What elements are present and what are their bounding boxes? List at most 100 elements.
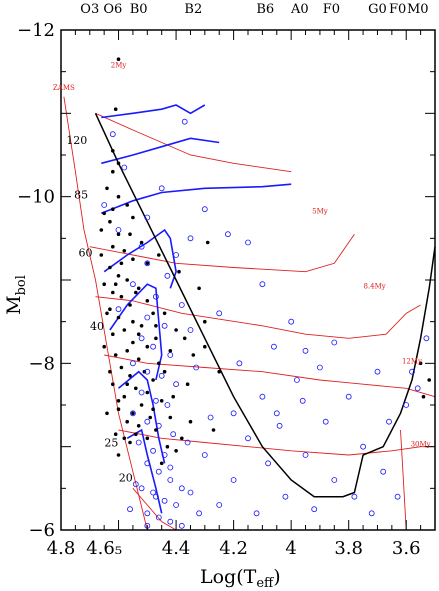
filled-star-point — [154, 336, 158, 341]
open-star-point — [129, 410, 136, 417]
open-star-point — [302, 452, 309, 458]
filled-star-point — [113, 353, 118, 357]
filled-star-point — [145, 299, 150, 303]
filled-star-point — [159, 399, 164, 403]
open-star-point — [127, 506, 133, 513]
filled-star-point — [139, 403, 144, 407]
filled-star-point — [205, 240, 210, 245]
filled-star-point — [116, 274, 121, 278]
blue-track-1 — [101, 137, 220, 165]
spectral-type-label: A0 — [290, 2, 309, 17]
x-axis-title-main: Log(T — [200, 566, 257, 588]
filled-star-point — [162, 311, 167, 316]
filled-star-point — [128, 232, 132, 236]
filled-star-point — [122, 394, 127, 399]
open-star-point — [144, 418, 151, 425]
open-star-point — [144, 510, 151, 517]
mass-label: 85 — [74, 188, 88, 201]
filled-star-point — [125, 278, 129, 282]
red-track-4 — [104, 354, 436, 398]
mass-labels: 120 85 60 40 25 20 — [66, 134, 132, 484]
filled-star-point — [99, 228, 104, 232]
open-star-point — [187, 235, 194, 242]
filled-star-point — [131, 215, 135, 220]
open-star-point — [155, 468, 162, 475]
filled-star-point — [108, 265, 112, 270]
open-star-point — [158, 372, 165, 379]
filled-star-point — [191, 353, 196, 357]
filled-star-point — [113, 282, 118, 287]
open-star-point — [311, 506, 318, 513]
filled-star-point — [116, 407, 121, 412]
filled-star-point — [145, 390, 150, 395]
age-label: ZAMS — [53, 84, 75, 92]
filled-star-point — [168, 349, 173, 353]
open-star-point — [187, 327, 194, 333]
open-star-point — [164, 402, 171, 408]
filled-star-point — [128, 440, 132, 445]
open-star-point — [368, 510, 375, 517]
open-star-point — [150, 489, 157, 496]
open-star-point — [173, 381, 180, 388]
blue-track-3 — [103, 228, 177, 289]
open-star-point — [187, 489, 194, 496]
filled-star-point — [136, 424, 141, 428]
filled-star-point — [102, 344, 106, 349]
age-label: 12My — [402, 357, 422, 365]
filled-star-point — [203, 344, 207, 349]
filled-star-point — [180, 436, 184, 441]
open-star-point — [423, 335, 430, 342]
blue-evolutionary-tracks — [101, 104, 292, 514]
filled-star-point — [145, 261, 150, 266]
open-star-point — [374, 368, 381, 375]
filled-star-point — [116, 315, 121, 320]
spectral-type-label: O6 — [103, 2, 122, 17]
filled-star-point — [116, 194, 121, 199]
filled-star-point — [108, 219, 112, 224]
open-star-point — [282, 493, 289, 500]
filled-star-point — [125, 349, 129, 353]
red-track-7 — [400, 429, 407, 531]
open-star-point — [144, 368, 151, 375]
mass-label: 25 — [104, 437, 118, 450]
mass-label: 60 — [78, 247, 92, 260]
open-star-point — [129, 360, 136, 367]
x-axis-title-close: ) — [273, 566, 280, 588]
y-tick-label: −12 — [17, 20, 55, 41]
y-tick-label: −6 — [28, 520, 55, 541]
filled-star-point — [145, 344, 150, 349]
filled-star-point — [116, 453, 121, 457]
open-star-point — [230, 477, 237, 483]
filled-star-point — [119, 294, 124, 299]
open-star-point — [115, 306, 122, 313]
filled-star-point — [162, 369, 167, 374]
filled-star-point — [136, 286, 141, 291]
filled-star-point — [217, 369, 221, 374]
open-star-point — [196, 510, 203, 517]
filled-star-point — [157, 253, 161, 257]
open-star-point — [259, 393, 266, 400]
open-star-point — [302, 347, 309, 354]
open-star-point — [158, 185, 165, 192]
filled-star-point — [111, 149, 115, 153]
open-star-point — [253, 510, 260, 517]
open-star-point — [360, 443, 367, 450]
filled-star-point — [211, 428, 216, 432]
filled-star-point — [151, 378, 155, 382]
open-star-point — [316, 364, 323, 371]
open-star-point — [345, 393, 352, 400]
filled-star-point — [105, 186, 109, 191]
open-star-point — [288, 318, 295, 325]
open-star-point — [121, 164, 128, 171]
red-track-2 — [89, 233, 355, 273]
open-star-point — [201, 452, 208, 458]
open-star-point — [273, 410, 280, 417]
filled-star-point — [131, 319, 135, 324]
x-axis-title-sub: eff — [256, 576, 275, 591]
filled-star-point — [154, 324, 158, 328]
filled-star-point — [142, 369, 147, 374]
filled-star-point — [99, 253, 104, 257]
open-star-point — [144, 314, 151, 321]
y-tick-label: −10 — [17, 187, 55, 208]
